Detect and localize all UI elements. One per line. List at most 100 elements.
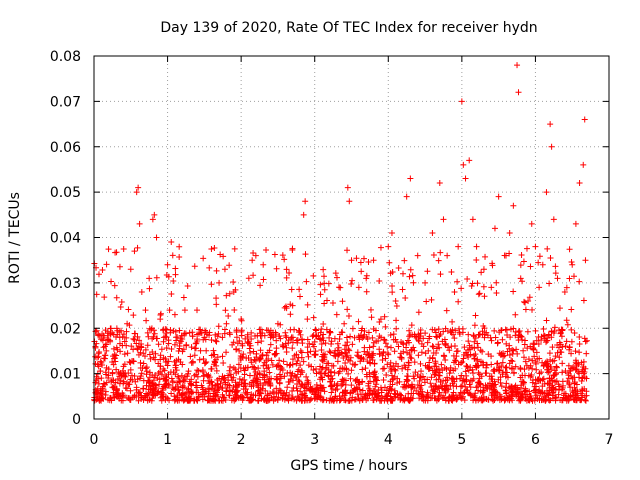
data-point-band — [344, 339, 351, 346]
data-point-band — [225, 392, 232, 399]
data-point-band — [239, 340, 246, 347]
data-point-band — [518, 390, 525, 397]
data-point-band — [221, 266, 228, 273]
data-point-band — [351, 385, 358, 392]
data-point-band — [517, 366, 524, 373]
data-point-band — [163, 344, 170, 351]
data-point-band — [430, 251, 437, 258]
data-point-band — [433, 333, 440, 340]
data-point-band — [422, 330, 429, 337]
data-point-band — [365, 382, 372, 389]
data-point-band — [256, 371, 263, 378]
data-point-band — [496, 350, 503, 357]
data-point — [480, 266, 487, 273]
data-point-band — [504, 374, 511, 381]
data-point-band — [176, 378, 183, 385]
data-point-band — [236, 338, 243, 345]
data-point-band — [133, 340, 140, 347]
data-point-band — [320, 358, 327, 365]
data-point-band — [194, 338, 201, 345]
data-point-band — [573, 366, 580, 373]
data-point — [146, 275, 153, 282]
data-point-band — [366, 385, 373, 392]
data-point-band — [556, 305, 563, 312]
data-point-band — [408, 355, 415, 362]
data-point-band — [294, 358, 301, 365]
data-point-band — [442, 342, 449, 349]
data-point-band — [221, 394, 228, 401]
data-point-band — [163, 330, 170, 337]
data-point-band — [154, 375, 161, 382]
data-point-band — [530, 340, 537, 347]
data-point-band — [231, 395, 238, 402]
data-point-band — [198, 382, 205, 389]
data-point-band — [213, 367, 220, 374]
data-point-band — [286, 392, 293, 399]
data-point-band — [424, 268, 431, 275]
data-point — [133, 189, 140, 196]
data-point-band — [222, 307, 229, 314]
data-point-band — [176, 254, 183, 261]
data-point-band — [477, 331, 484, 338]
data-point-band — [476, 395, 483, 402]
data-point-band — [119, 342, 126, 349]
data-point-band — [176, 243, 183, 250]
data-point — [582, 257, 589, 264]
data-point-band — [262, 387, 269, 394]
data-point-band — [113, 294, 120, 301]
data-point-band — [298, 354, 305, 361]
data-point-band — [358, 327, 365, 334]
data-point-band — [524, 328, 531, 335]
data-point-band — [403, 378, 410, 385]
data-point-band — [547, 397, 554, 404]
data-point-band — [185, 385, 192, 392]
data-point-band — [181, 330, 188, 337]
data-point-band — [491, 392, 498, 399]
data-point-band — [464, 363, 471, 370]
data-point-band — [510, 369, 517, 376]
data-point-band — [180, 377, 187, 384]
data-point-band — [127, 359, 134, 366]
data-point-band — [579, 375, 586, 382]
data-point-band — [398, 392, 405, 399]
data-point-band — [248, 336, 255, 343]
data-point-band — [545, 391, 552, 398]
data-point-band — [291, 352, 298, 359]
data-point-band — [318, 346, 325, 353]
data-point-band — [343, 349, 350, 356]
data-point-band — [206, 374, 213, 381]
data-point-band — [126, 358, 133, 365]
data-point-band — [297, 347, 304, 354]
data-point-band — [206, 380, 213, 387]
data-point-band — [496, 329, 503, 336]
x-tick-label: 6 — [531, 432, 540, 448]
data-point-band — [279, 252, 286, 259]
data-point-band — [331, 335, 338, 342]
data-point-band — [220, 253, 227, 260]
data-point-band — [483, 364, 490, 371]
data-point — [517, 275, 524, 282]
data-point-band — [472, 334, 479, 341]
data-point — [532, 243, 539, 250]
data-point-band — [367, 306, 374, 313]
data-point — [168, 239, 175, 246]
data-point-band — [559, 369, 566, 376]
data-point-band — [240, 394, 247, 401]
data-point-band — [174, 397, 181, 404]
data-point-band — [303, 278, 310, 285]
data-point-band — [176, 345, 183, 352]
data-point-band — [112, 379, 119, 386]
data-point — [348, 257, 355, 264]
data-point-band — [138, 396, 145, 403]
data-point-band — [151, 330, 158, 337]
data-point-band — [260, 362, 267, 369]
x-tick-label: 2 — [237, 432, 246, 448]
data-point-band — [428, 296, 435, 303]
data-point-band — [146, 396, 153, 403]
data-point — [260, 261, 267, 268]
data-point-band — [343, 342, 350, 349]
data-point-band — [105, 375, 112, 382]
data-point-band — [342, 377, 349, 384]
data-point-band — [351, 396, 358, 403]
data-point-band — [550, 372, 557, 379]
